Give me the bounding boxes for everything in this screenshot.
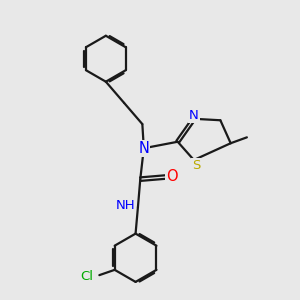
Text: S: S [192, 159, 200, 172]
Text: NH: NH [116, 199, 135, 212]
Text: Cl: Cl [80, 270, 93, 283]
Text: O: O [166, 169, 178, 184]
Text: N: N [138, 141, 149, 156]
Text: N: N [189, 109, 199, 122]
